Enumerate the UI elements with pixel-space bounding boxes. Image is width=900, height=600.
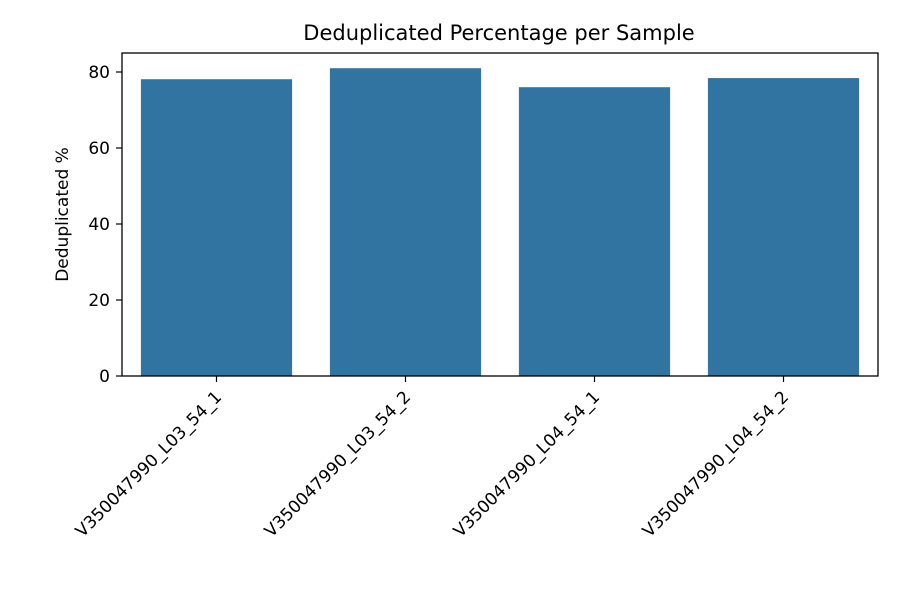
bar-V350047990_L03_54_1	[140, 79, 293, 376]
chart-title: Deduplicated Percentage per Sample	[303, 21, 694, 45]
x-tick-label: V350047990_L03_54_2	[261, 387, 415, 541]
bar-V350047990_L04_54_2	[707, 78, 860, 376]
y-tick-label: 0	[99, 367, 110, 387]
bar-V350047990_L04_54_1	[518, 87, 671, 376]
bar-V350047990_L03_54_2	[329, 68, 482, 376]
plot-frame	[121, 52, 879, 377]
bars-group	[140, 68, 860, 376]
x-tick-label: V350047990_L04_54_1	[450, 387, 604, 541]
x-axis: V350047990_L03_54_1 V350047990_L03_54_2 V3…	[72, 376, 793, 542]
y-tick-label: 80	[88, 63, 110, 83]
x-tick-label: V350047990_L04_54_2	[639, 387, 793, 541]
y-tick-label: 20	[88, 291, 110, 311]
y-axis: 0 20 40 60 80	[88, 63, 122, 387]
y-axis-label: Deduplicated %	[53, 147, 73, 282]
x-tick-label: V350047990_L03_54_1	[72, 387, 226, 541]
y-tick-label: 60	[88, 139, 110, 159]
y-tick-label: 40	[88, 215, 110, 235]
